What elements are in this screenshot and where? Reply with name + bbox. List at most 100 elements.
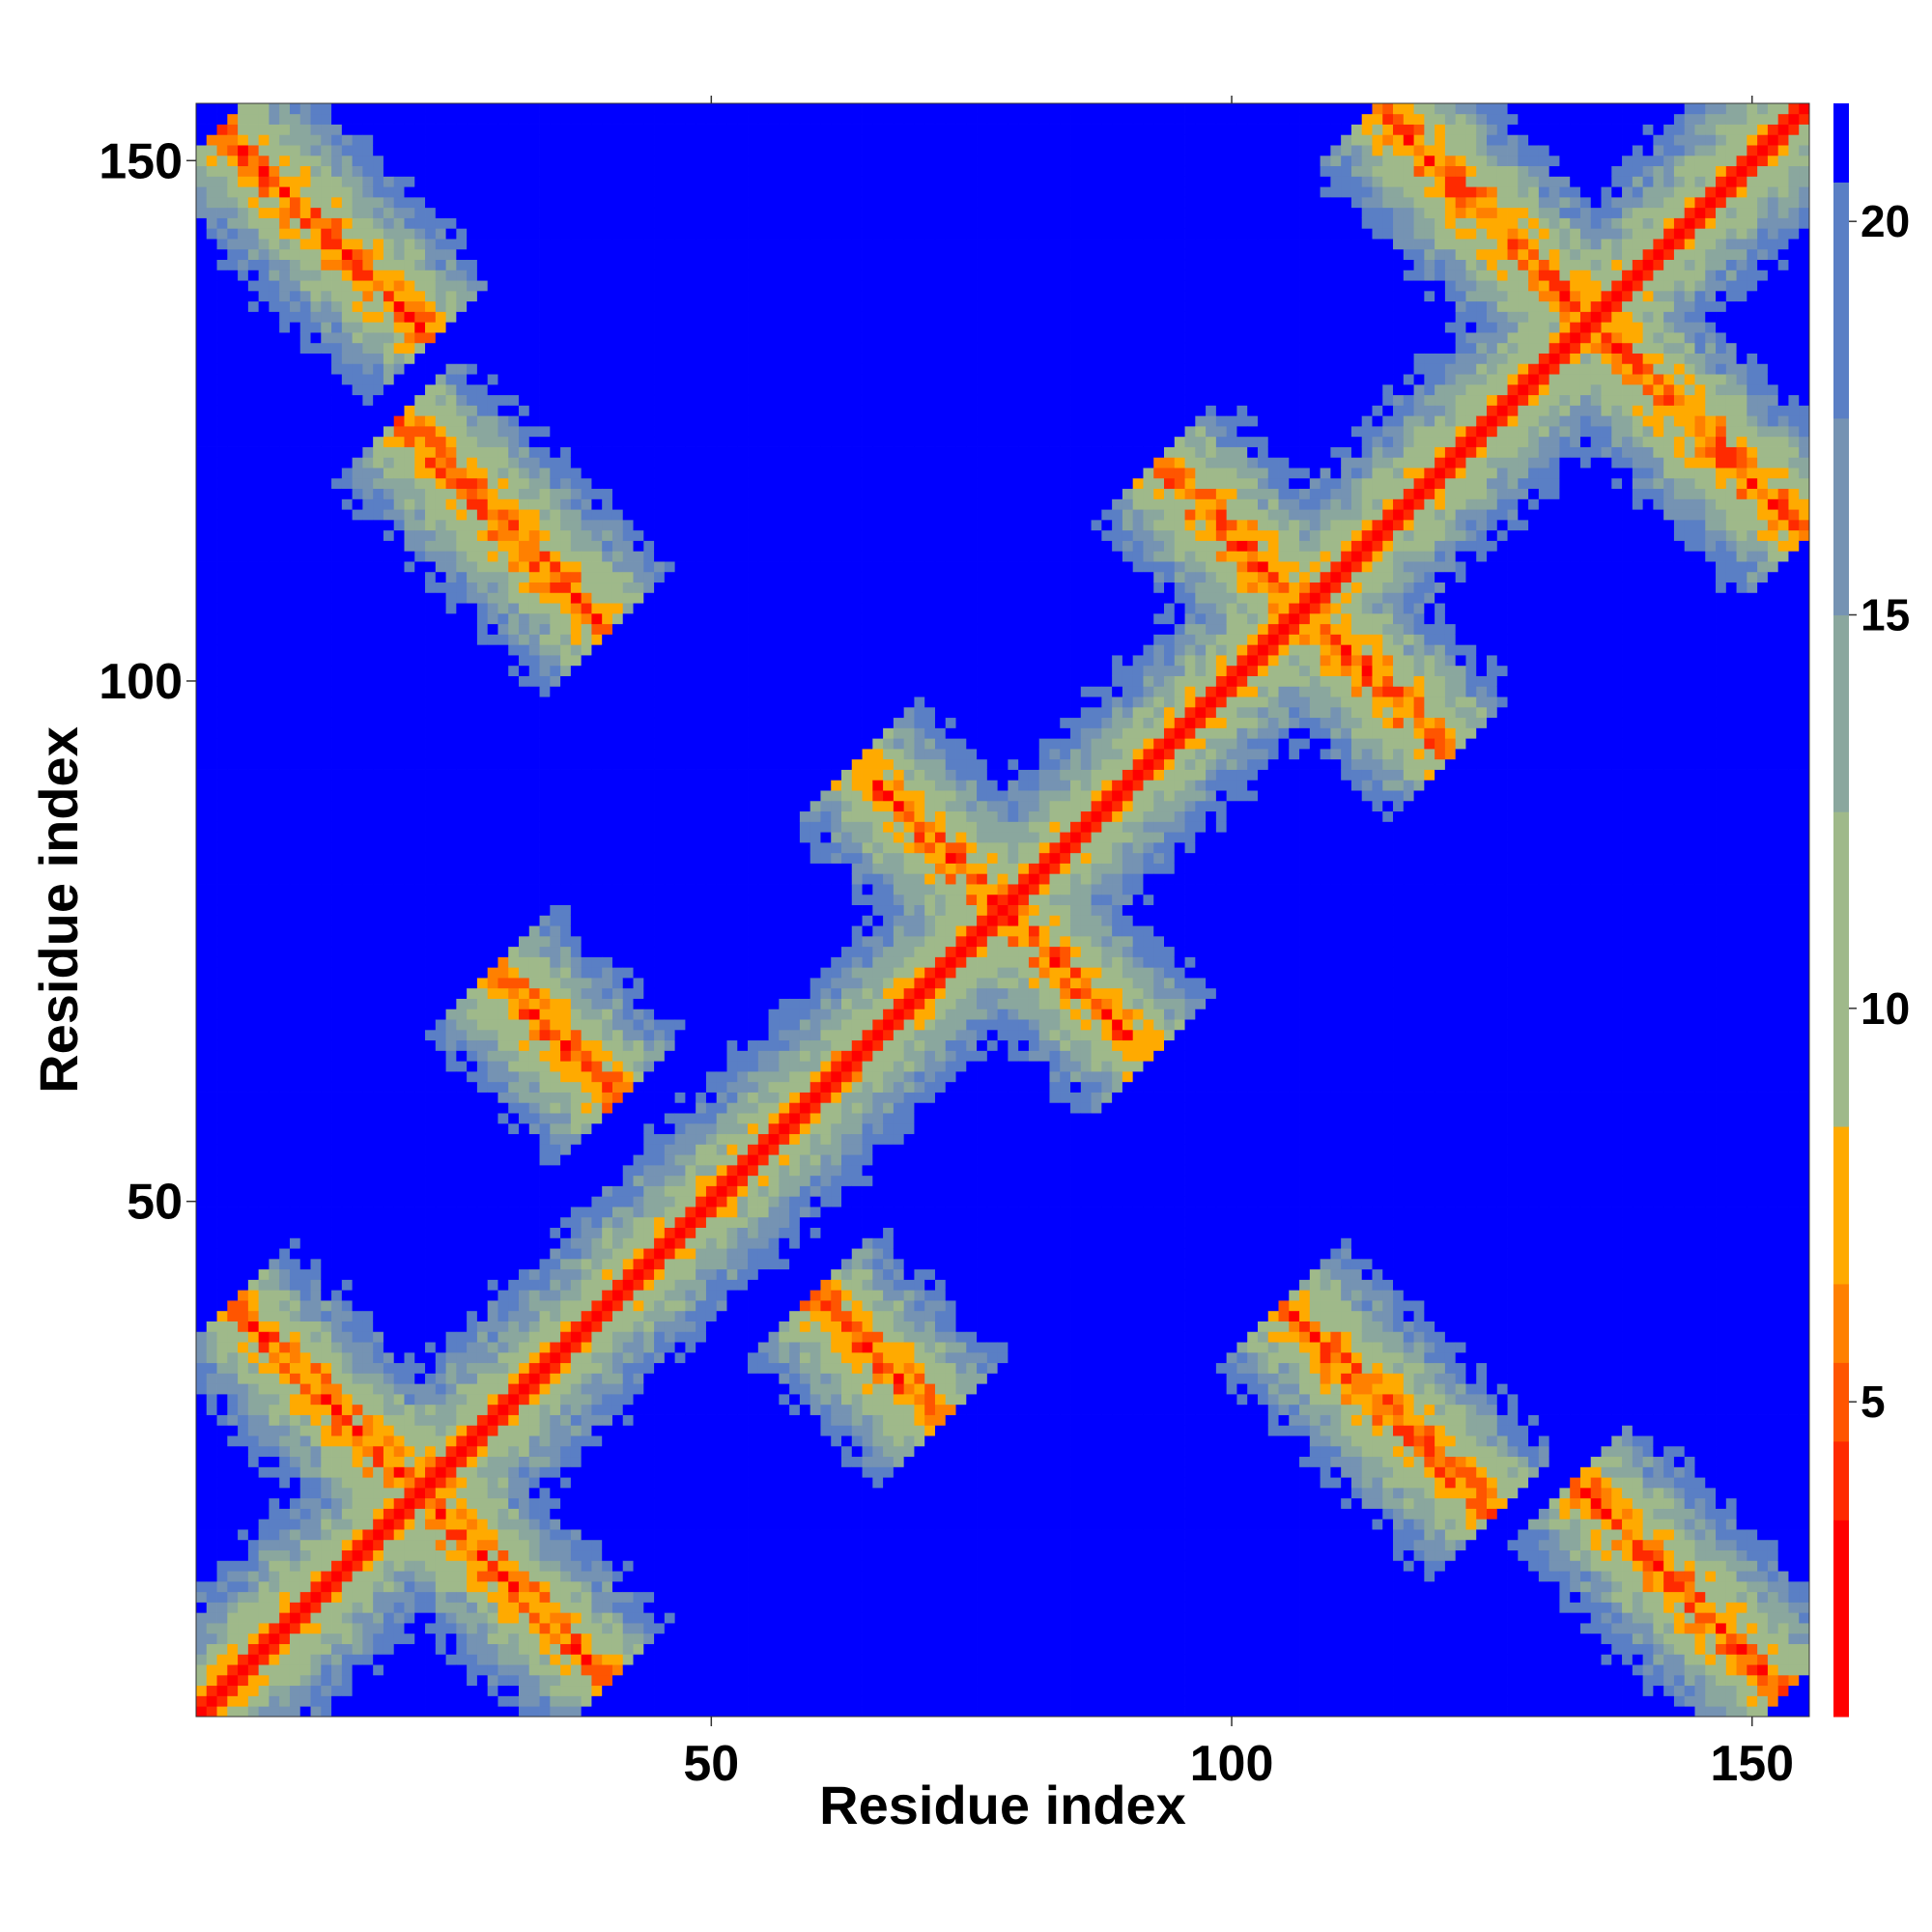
heatmap-cell	[394, 864, 405, 874]
heatmap-cell	[290, 166, 300, 177]
heatmap-cell	[456, 655, 467, 666]
heatmap-cell	[425, 821, 436, 832]
heatmap-cell	[477, 1571, 488, 1581]
heatmap-cell	[456, 1237, 467, 1248]
heatmap-cell	[362, 1634, 373, 1644]
heatmap-cell	[456, 582, 467, 593]
heatmap-cell	[373, 1352, 384, 1363]
heatmap-cell	[269, 759, 279, 770]
heatmap-cell	[508, 1675, 519, 1686]
heatmap-cell	[436, 1634, 446, 1644]
heatmap-cell	[414, 1176, 425, 1186]
heatmap-cell	[446, 1592, 457, 1603]
heatmap-cell	[300, 1144, 311, 1154]
heatmap-cell	[331, 457, 342, 468]
heatmap-cell	[384, 1259, 394, 1269]
heatmap-cell	[477, 644, 488, 655]
heatmap-cell	[227, 1352, 238, 1363]
heatmap-cell	[311, 749, 322, 759]
heatmap-cell	[207, 103, 217, 114]
heatmap-cell	[477, 260, 488, 270]
heatmap-cell	[331, 322, 342, 332]
heatmap-cell	[321, 1176, 331, 1186]
heatmap-cell	[497, 811, 508, 822]
heatmap-cell	[353, 489, 363, 499]
heatmap-cell	[488, 780, 498, 790]
heatmap-cell	[488, 301, 498, 312]
heatmap-cell	[300, 1540, 311, 1550]
heatmap-cell	[477, 1290, 488, 1300]
heatmap-cell	[508, 884, 519, 895]
heatmap-cell	[519, 707, 529, 718]
heatmap-cell	[290, 1435, 300, 1446]
heatmap-cell	[467, 1519, 477, 1529]
heatmap-cell	[227, 1405, 238, 1415]
heatmap-cell	[414, 1686, 425, 1696]
heatmap-cell	[321, 718, 331, 728]
heatmap-cell	[414, 311, 425, 322]
heatmap-cell	[279, 1446, 290, 1457]
heatmap-cell	[404, 1529, 414, 1540]
heatmap-cell	[248, 1477, 259, 1488]
heatmap-cell	[477, 1176, 488, 1186]
heatmap-cell	[508, 415, 519, 426]
heatmap-cell	[519, 125, 529, 135]
heatmap-cell	[227, 239, 238, 249]
heatmap-cell	[290, 1488, 300, 1498]
heatmap-cell	[342, 1581, 353, 1592]
heatmap-cell	[477, 655, 488, 666]
heatmap-cell	[259, 1634, 270, 1644]
heatmap-cell	[227, 1498, 238, 1509]
heatmap-cell	[217, 489, 228, 499]
heatmap-cell	[300, 727, 311, 738]
heatmap-cell	[446, 770, 457, 781]
heatmap-cell	[425, 1279, 436, 1290]
heatmap-cell	[394, 197, 405, 208]
heatmap-cell	[227, 749, 238, 759]
heatmap-cell	[404, 134, 414, 145]
heatmap-cell	[353, 270, 363, 280]
heatmap-cell	[238, 634, 248, 644]
heatmap-cell	[353, 1695, 363, 1706]
heatmap-cell	[488, 832, 498, 842]
heatmap-cell	[519, 1154, 529, 1165]
heatmap-cell	[497, 801, 508, 811]
heatmap-cell	[342, 1352, 353, 1363]
heatmap-cell	[446, 1675, 457, 1686]
heatmap-cell	[300, 1321, 311, 1332]
heatmap-cell	[248, 1352, 259, 1363]
heatmap-cell	[519, 1415, 529, 1426]
heatmap-cell	[384, 530, 394, 541]
heatmap-cell	[414, 1373, 425, 1383]
heatmap-cell	[446, 1457, 457, 1467]
heatmap-cell	[414, 634, 425, 644]
heatmap-cell	[467, 1259, 477, 1269]
heatmap-cell	[519, 821, 529, 832]
heatmap-cell	[279, 1050, 290, 1061]
heatmap-cell	[269, 1405, 279, 1415]
heatmap-cell	[279, 208, 290, 218]
heatmap-cell	[519, 718, 529, 728]
heatmap-cell	[248, 1540, 259, 1550]
heatmap-cell	[477, 145, 488, 156]
heatmap-cell	[259, 156, 270, 166]
heatmap-cell	[446, 727, 457, 738]
heatmap-cell	[279, 530, 290, 541]
heatmap-cell	[497, 718, 508, 728]
heatmap-cell	[394, 988, 405, 999]
heatmap-cell	[279, 1061, 290, 1071]
heatmap-cell	[467, 415, 477, 426]
heatmap-cell	[446, 1612, 457, 1623]
heatmap-cell	[529, 1321, 540, 1332]
heatmap-cell	[477, 1352, 488, 1363]
heatmap-cell	[227, 1123, 238, 1134]
heatmap-cell	[331, 208, 342, 218]
heatmap-cell	[353, 603, 363, 613]
heatmap-cell	[384, 1134, 394, 1145]
heatmap-cell	[394, 1383, 405, 1394]
heatmap-cell	[269, 541, 279, 552]
heatmap-cell	[238, 103, 248, 114]
heatmap-cell	[456, 1466, 467, 1477]
heatmap-cell	[248, 291, 259, 301]
heatmap-cell	[488, 1279, 498, 1290]
